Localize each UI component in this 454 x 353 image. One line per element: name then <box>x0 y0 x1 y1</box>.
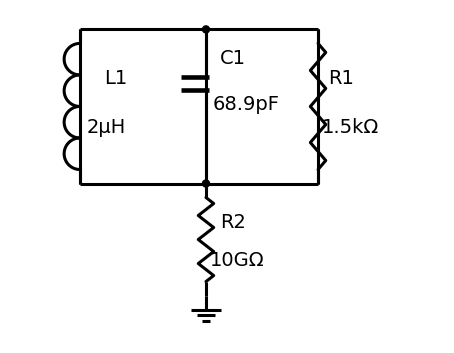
Circle shape <box>202 180 209 187</box>
Text: 2μH: 2μH <box>87 118 126 137</box>
Text: 1.5kΩ: 1.5kΩ <box>321 118 379 137</box>
Text: 68.9pF: 68.9pF <box>213 95 280 114</box>
Text: R1: R1 <box>329 69 355 88</box>
Text: R2: R2 <box>220 213 246 232</box>
Text: L1: L1 <box>104 69 128 88</box>
Text: 10GΩ: 10GΩ <box>209 251 264 270</box>
Circle shape <box>202 26 209 33</box>
Text: C1: C1 <box>220 49 246 68</box>
